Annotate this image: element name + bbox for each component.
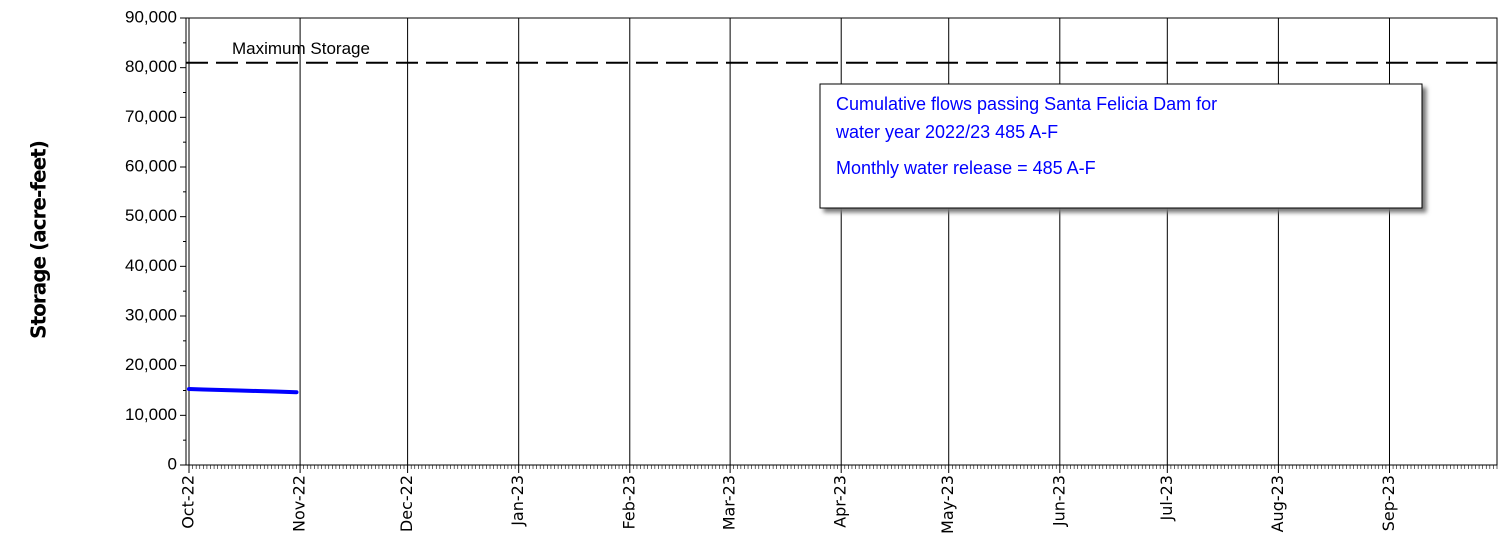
x-tick-label: Jun-23 [1049, 475, 1068, 527]
storage-line [187, 387, 299, 395]
x-tick-label: Mar-23 [720, 475, 739, 530]
y-axis-label: Storage (acre-feet) [27, 141, 51, 339]
annotation-text: Cumulative flows passing Santa Felicia D… [836, 94, 1217, 114]
y-tick-label: 0 [168, 454, 177, 473]
x-tick-label: Aug-23 [1268, 475, 1287, 532]
annotation-text: water year 2022/23 485 A-F [835, 122, 1058, 142]
y-tick-label: 50,000 [125, 206, 177, 225]
max-storage-label: Maximum Storage [232, 39, 370, 58]
y-tick-label: 60,000 [125, 156, 177, 175]
x-tick-label: Oct-22 [179, 475, 198, 529]
y-tick-label: 90,000 [125, 7, 177, 26]
y-tick-label: 10,000 [125, 405, 177, 424]
y-tick-label: 70,000 [125, 107, 177, 126]
x-tick-label: May-23 [938, 475, 957, 534]
x-tick-label: Jan-23 [508, 475, 527, 527]
x-tick-label: Apr-23 [831, 475, 850, 528]
x-tick-label: Nov-22 [290, 475, 309, 532]
x-tick-label: Sep-23 [1379, 475, 1398, 531]
x-tick-label: Jul-23 [1157, 475, 1176, 521]
y-tick-label: 40,000 [125, 256, 177, 275]
y-tick-label: 30,000 [125, 305, 177, 324]
x-tick-label: Feb-23 [619, 475, 638, 529]
annotation-text: Monthly water release = 485 A-F [836, 158, 1096, 178]
y-tick-label: 80,000 [125, 57, 177, 76]
annotation-box [819, 83, 1423, 209]
x-tick-label: Dec-22 [397, 475, 416, 532]
y-tick-label: 20,000 [125, 355, 177, 374]
